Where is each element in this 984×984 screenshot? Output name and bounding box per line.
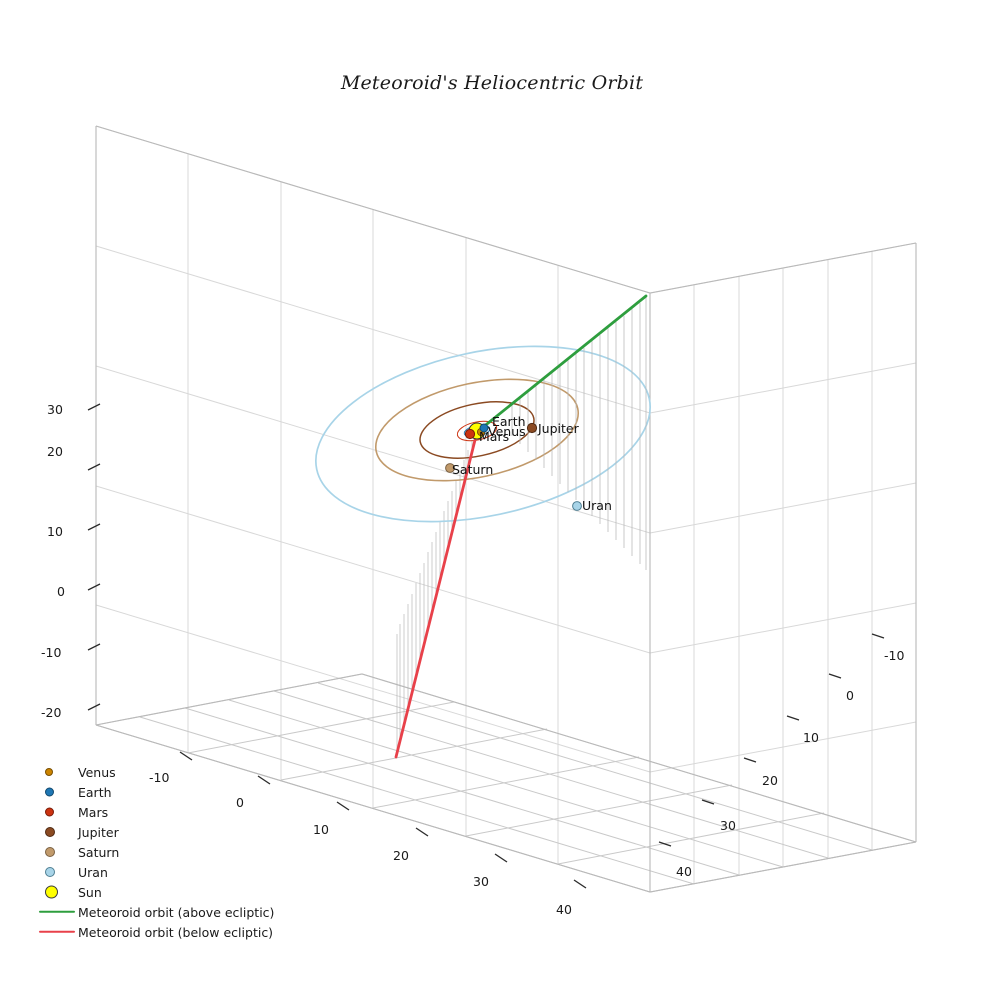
x-tick-label: 30 (473, 874, 489, 889)
z-tick-label: -10 (41, 645, 62, 660)
legend-item-uran[interactable]: Uran (36, 862, 336, 882)
y-tick-label: 40 (676, 864, 692, 879)
page-title: Meteoroid's Heliocentric Orbit (340, 72, 644, 94)
marker-uran (572, 501, 582, 511)
legend-item-venus[interactable]: Venus (36, 762, 336, 782)
z-tick-label: 0 (57, 584, 65, 599)
legend-item-mars[interactable]: Mars (36, 802, 336, 822)
meteoroid-orbit-above-ecliptic (475, 294, 648, 434)
x-tick-label: 0 (236, 795, 244, 810)
y-tick-label: -10 (884, 648, 905, 663)
legend-label: Earth (78, 784, 112, 800)
y-tick-label: 0 (846, 688, 854, 703)
legend-item-earth[interactable]: Earth (36, 782, 336, 802)
x-tick-label: 20 (393, 848, 409, 863)
red-line-icon (36, 922, 78, 942)
legend-label: Mars (78, 804, 109, 820)
earth-marker-icon (36, 782, 78, 802)
z-tick-label: -20 (41, 705, 62, 720)
legend-item-sun[interactable]: Sun (36, 882, 336, 902)
planet-label-uran: Uran (582, 498, 612, 513)
planet-label-mars: Mars (479, 429, 510, 444)
saturn-marker-icon (36, 842, 78, 862)
legend-item-orbit-below[interactable]: Meteoroid orbit (below ecliptic) (36, 922, 336, 942)
legend-label: Venus (78, 764, 116, 780)
legend-label: Saturn (78, 844, 120, 860)
sun-marker-icon (36, 882, 78, 902)
legend-label: Jupiter (78, 824, 119, 840)
meteoroid-orbit-below-ecliptic (394, 430, 479, 759)
y-tick-label: 30 (720, 818, 736, 833)
legend-label: Meteoroid orbit (above ecliptic) (78, 904, 275, 920)
z-tick-label: 10 (47, 524, 63, 539)
legend-label: Meteoroid orbit (below ecliptic) (78, 924, 274, 940)
mars-orbit (456, 420, 498, 442)
saturn-orbit (374, 378, 580, 482)
planet-label-jupiter: Jupiter (538, 421, 579, 436)
planet-markers (445, 422, 582, 511)
y-tick-label: 10 (803, 730, 819, 745)
x-tick-label: -10 (149, 770, 170, 785)
jupiter-marker-icon (36, 822, 78, 842)
planet-label-venus: Venus (488, 424, 526, 439)
y-tick-label: 20 (762, 773, 778, 788)
stems-below-ecliptic (396, 440, 473, 755)
axes-box-edges (95, 125, 917, 893)
x-tick-label: 10 (313, 822, 329, 837)
mars-marker-icon (36, 802, 78, 822)
green-line-icon (36, 902, 78, 922)
marker-earth (479, 423, 489, 433)
marker-saturn (445, 463, 455, 473)
z-tick-label: 20 (47, 444, 63, 459)
legend-item-jupiter[interactable]: Jupiter (36, 822, 336, 842)
uran-orbit (314, 345, 652, 523)
z-tick-label: 30 (47, 402, 63, 417)
legend: Venus Earth Mars Jupiter Saturn (36, 762, 336, 942)
legend-item-orbit-above[interactable]: Meteoroid orbit (above ecliptic) (36, 902, 336, 922)
legend-label: Sun (78, 884, 102, 900)
stems-above-ecliptic (511, 297, 647, 570)
marker-mars (464, 428, 476, 440)
jupiter-orbit (419, 401, 535, 459)
legend-item-saturn[interactable]: Saturn (36, 842, 336, 862)
planet-label-earth: Earth (492, 414, 526, 429)
marker-jupiter (526, 422, 538, 434)
uran-marker-icon (36, 862, 78, 882)
axis-ticks (87, 403, 885, 889)
planet-label-saturn: Saturn (452, 462, 494, 477)
x-tick-label: 40 (556, 902, 572, 917)
legend-label: Uran (78, 864, 108, 880)
venus-marker-icon (36, 762, 78, 782)
